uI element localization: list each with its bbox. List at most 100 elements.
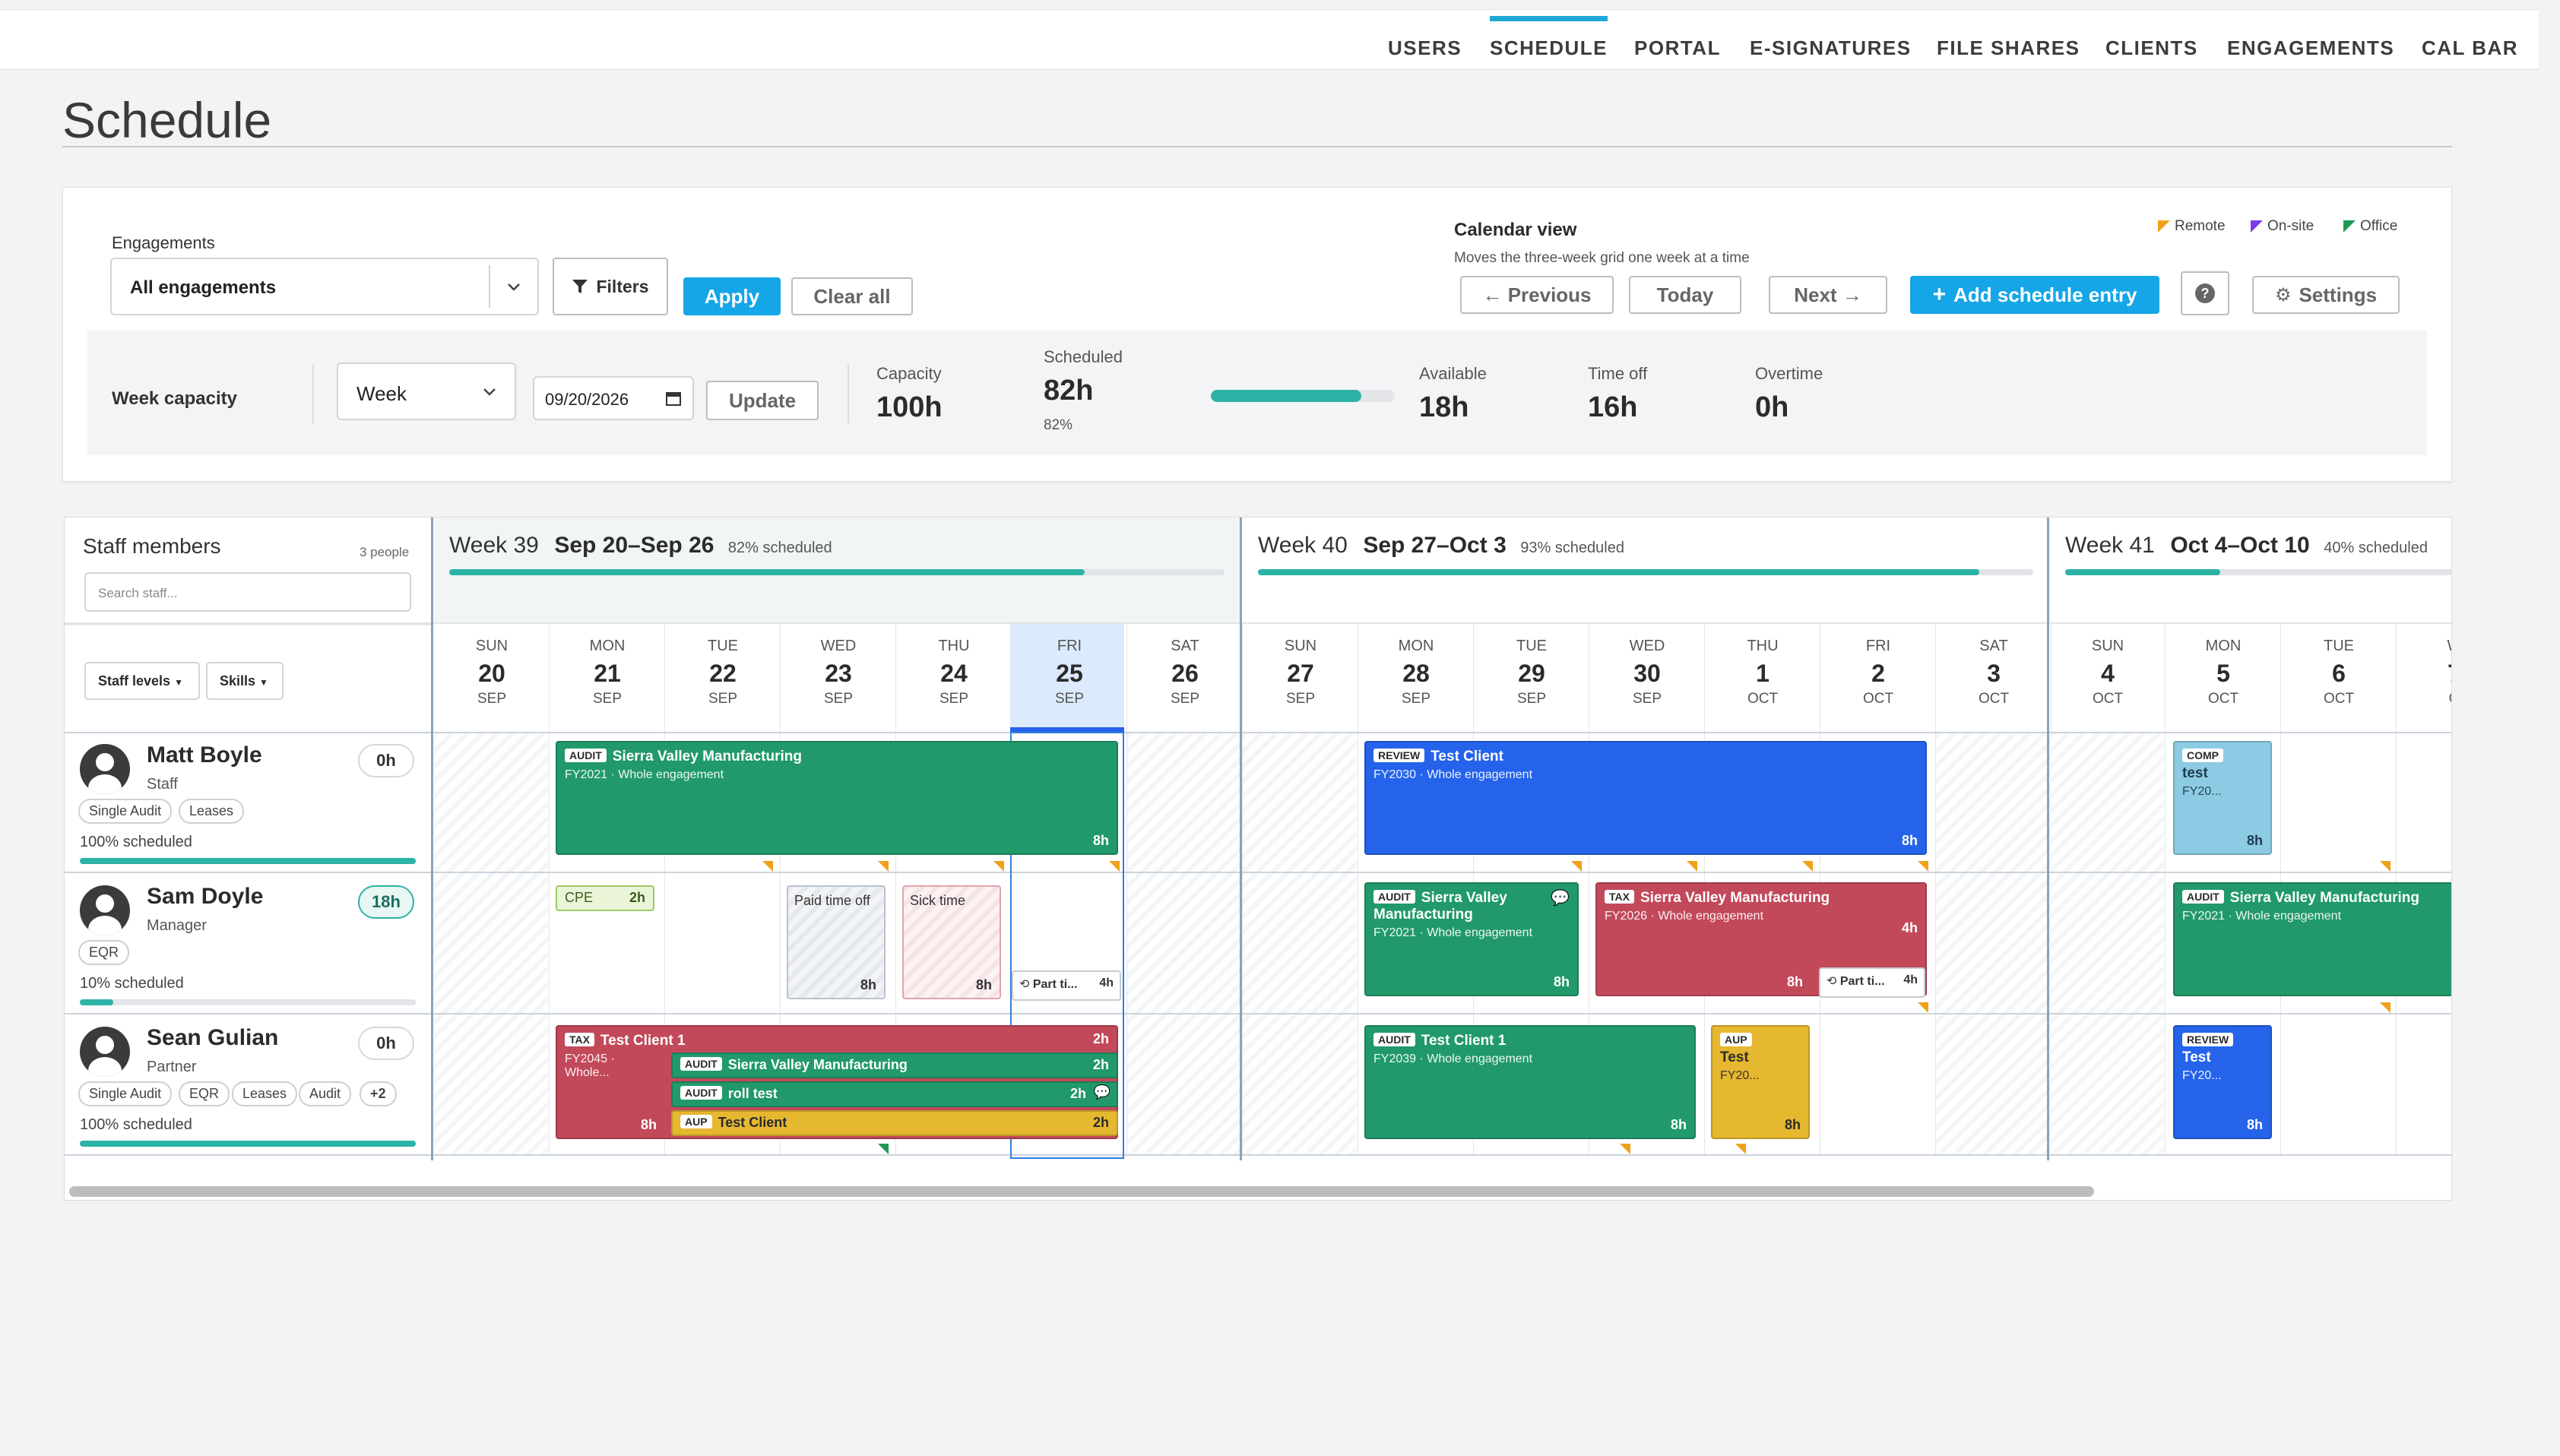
remote-flag-icon: [1918, 1002, 1928, 1013]
staff-name[interactable]: Sean Gulian: [147, 1025, 279, 1050]
day-column-divider: [1935, 624, 1936, 1156]
remote-flag-icon: [1109, 861, 1120, 872]
day-column-divider: [1242, 624, 1243, 1156]
staff-levels-filter[interactable]: Staff levels ▼: [84, 662, 200, 700]
day-header[interactable]: WED 23 SEP: [781, 624, 896, 732]
filter-icon: [572, 280, 588, 293]
day-header[interactable]: WED 30 SEP: [1589, 624, 1705, 732]
week-date-input[interactable]: 09/20/2026: [533, 376, 694, 420]
day-header[interactable]: SUN 4 OCT: [2050, 624, 2166, 732]
update-button[interactable]: Update: [706, 381, 819, 420]
settings-button[interactable]: ⚙ Settings: [2252, 276, 2400, 314]
capacity-value: 100h: [876, 391, 943, 423]
day-of-week: MON: [1398, 638, 1434, 654]
schedule-entry[interactable]: AUP Test Client 2h: [671, 1110, 1118, 1136]
day-month: OCT: [1978, 691, 2010, 707]
period-select[interactable]: Week: [337, 362, 516, 420]
skills-filter[interactable]: Skills ▼: [206, 662, 284, 700]
divider: [65, 624, 431, 625]
remote-flag-icon: [1687, 861, 1697, 872]
day-header[interactable]: FRI 2 OCT: [1820, 624, 1936, 732]
day-header[interactable]: MON 21 SEP: [550, 624, 665, 732]
day-header[interactable]: W 7 O: [2397, 624, 2451, 732]
skill-tag: EQR: [179, 1081, 230, 1106]
schedule-entry[interactable]: REVIEW Test FY20... 8h: [2173, 1025, 2272, 1139]
schedule-entry[interactable]: Sick time 8h: [902, 885, 1001, 999]
skill-tag: Single Audit: [78, 799, 173, 824]
schedule-entry[interactable]: AUDIT Sierra Valley Manufacturing FY2021 …: [2173, 882, 2451, 996]
day-header[interactable]: TUE 22 SEP: [665, 624, 781, 732]
schedule-entry[interactable]: CPE 2h: [556, 885, 654, 911]
staff-name[interactable]: Matt Boyle: [147, 742, 262, 768]
filters-button[interactable]: Filters: [553, 258, 668, 315]
nav-engagements[interactable]: ENGAGEMENTS: [2227, 36, 2395, 59]
clear-all-button[interactable]: Clear all: [791, 277, 913, 315]
day-header[interactable]: TUE 6 OCT: [2281, 624, 2397, 732]
schedule-entry[interactable]: AUDIT roll test 2h 💬: [671, 1081, 1118, 1107]
nav-file-shares[interactable]: FILE SHARES: [1937, 36, 2080, 59]
comment-icon[interactable]: 💬: [1551, 890, 1570, 907]
add-schedule-entry-button[interactable]: + Add schedule entry: [1910, 276, 2159, 314]
day-header[interactable]: SUN 20 SEP: [434, 624, 550, 732]
day-of-week: SUN: [1284, 638, 1317, 654]
more-skills-tag[interactable]: +2: [360, 1081, 397, 1106]
today-column-outline: [1010, 732, 1124, 1159]
avatar: [80, 885, 130, 935]
engagements-label: Engagements: [112, 233, 215, 252]
previous-week-button[interactable]: ← Previous: [1460, 276, 1614, 314]
staff-members-title: Staff members: [83, 534, 221, 558]
staff-search-input[interactable]: Search staff...: [84, 572, 411, 612]
schedule-entry[interactable]: AUDIT Sierra Valley Manufacturing 2h: [671, 1052, 1118, 1078]
day-header[interactable]: THU 24 SEP: [896, 624, 1012, 732]
engagements-select-value: All engagements: [130, 277, 277, 298]
legend-office: Office: [2343, 218, 2397, 235]
day-header[interactable]: MON 28 SEP: [1358, 624, 1474, 732]
schedule-entry[interactable]: ⟲ Part ti... 4h: [1012, 970, 1121, 1001]
day-header[interactable]: THU 1 OCT: [1705, 624, 1820, 732]
nav-cal-bar[interactable]: CAL BAR: [2422, 36, 2519, 59]
schedule-entry[interactable]: AUDIT Sierra Valley Manufacturing FY2021 …: [556, 741, 1118, 855]
day-month: SEP: [1170, 691, 1200, 707]
day-header[interactable]: TUE 29 SEP: [1474, 624, 1589, 732]
day-header[interactable]: SAT 3 OCT: [1936, 624, 2051, 732]
calendar-view-subtitle: Moves the three-week grid one week at a …: [1454, 250, 1750, 266]
day-header[interactable]: FRI 25 SEP: [1012, 624, 1127, 732]
help-button[interactable]: ?: [2181, 271, 2229, 315]
schedule-entry[interactable]: ⟲ Part ti... 4h: [1819, 967, 1925, 998]
schedule-entry[interactable]: REVIEW Test Client FY2030 · Whole engagem…: [1364, 741, 1927, 855]
today-button[interactable]: Today: [1629, 276, 1741, 314]
top-nav: USERS SCHEDULE PORTAL E-SIGNATURES FILE …: [0, 9, 2539, 70]
avatar: [80, 744, 130, 794]
day-month: SEP: [592, 691, 623, 707]
day-number: 1: [1756, 660, 1770, 687]
schedule-grid: Staff members 3 people Search staff... S…: [64, 517, 2452, 1201]
overtime-value: 0h: [1755, 391, 1789, 423]
schedule-entry[interactable]: AUP Test FY20... 8h: [1711, 1025, 1810, 1139]
schedule-entry[interactable]: COMP test FY20... 8h: [2173, 741, 2272, 855]
nav-users[interactable]: USERS: [1388, 36, 1462, 59]
week-40-title: Week 40 Sep 27–Oct 3 93% scheduled: [1258, 533, 1624, 558]
schedule-entry[interactable]: Paid time off 8h: [787, 885, 886, 999]
day-number: 30: [1633, 660, 1661, 687]
staff-progress-fill: [80, 999, 114, 1005]
nav-portal[interactable]: PORTAL: [1634, 36, 1721, 59]
day-header[interactable]: SUN 27 SEP: [1243, 624, 1358, 732]
staff-name[interactable]: Sam Doyle: [147, 884, 264, 909]
comment-icon[interactable]: 💬: [1093, 1084, 1110, 1100]
next-week-button[interactable]: Next →: [1769, 276, 1887, 314]
control-panel: Engagements All engagements Filters Appl…: [62, 187, 2452, 482]
day-number: 4: [2101, 660, 2115, 687]
nav-schedule[interactable]: SCHEDULE: [1490, 10, 1608, 71]
weekend-column: [2050, 733, 2164, 1154]
horizontal-scrollbar[interactable]: [69, 1186, 2094, 1197]
day-header[interactable]: MON 5 OCT: [2166, 624, 2281, 732]
engagements-select[interactable]: All engagements: [110, 258, 539, 315]
nav-e-signatures[interactable]: E-SIGNATURES: [1750, 36, 1912, 59]
schedule-entry[interactable]: TAX Sierra Valley Manufacturing FY2026 · …: [1595, 882, 1927, 996]
staff-progress-fill: [80, 858, 416, 864]
nav-clients[interactable]: CLIENTS: [2105, 36, 2198, 59]
schedule-entry[interactable]: AUDIT Sierra Valley Manufacturing FY2021 …: [1364, 882, 1579, 996]
schedule-entry[interactable]: AUDIT Test Client 1 FY2039 · Whole engage…: [1364, 1025, 1696, 1139]
apply-button[interactable]: Apply: [683, 277, 781, 315]
day-header[interactable]: SAT 26 SEP: [1127, 624, 1243, 732]
